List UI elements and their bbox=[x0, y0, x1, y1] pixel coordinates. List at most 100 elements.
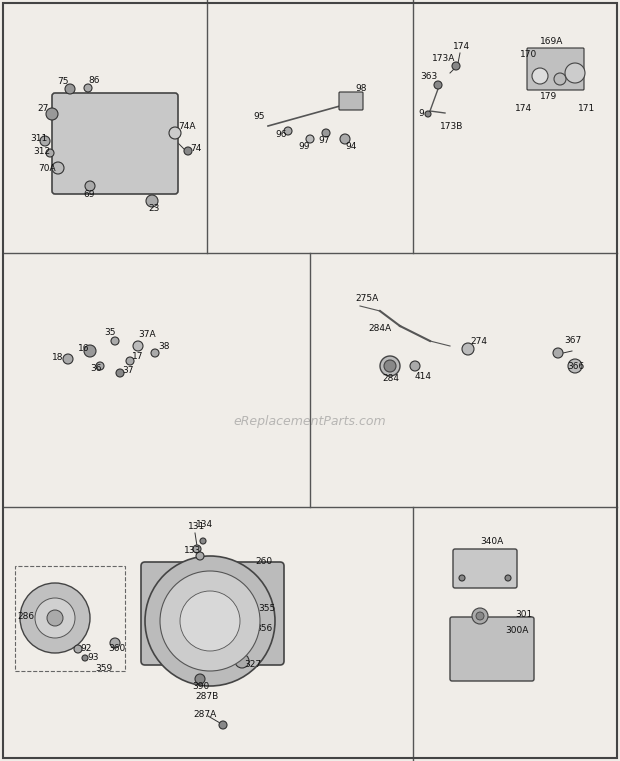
Text: 275A: 275A bbox=[355, 294, 378, 303]
Text: 311: 311 bbox=[30, 134, 47, 143]
Circle shape bbox=[380, 356, 400, 376]
Text: 286: 286 bbox=[17, 612, 34, 621]
Text: 179: 179 bbox=[540, 92, 557, 101]
Bar bbox=[15, 566, 125, 671]
Text: 287B: 287B bbox=[195, 692, 218, 701]
Text: 95: 95 bbox=[253, 112, 265, 121]
Text: 355: 355 bbox=[258, 604, 275, 613]
Text: 360: 360 bbox=[108, 644, 125, 653]
Text: 86: 86 bbox=[88, 76, 99, 85]
Circle shape bbox=[145, 556, 275, 686]
Circle shape bbox=[553, 348, 563, 358]
Circle shape bbox=[160, 571, 260, 671]
FancyBboxPatch shape bbox=[52, 93, 178, 194]
Circle shape bbox=[195, 674, 205, 684]
Text: 174: 174 bbox=[515, 104, 532, 113]
Text: 37: 37 bbox=[122, 366, 133, 375]
Circle shape bbox=[476, 612, 484, 620]
Circle shape bbox=[565, 63, 585, 83]
Circle shape bbox=[459, 575, 465, 581]
Text: 327: 327 bbox=[244, 660, 261, 669]
Text: 98: 98 bbox=[355, 84, 366, 93]
Circle shape bbox=[146, 195, 158, 207]
Circle shape bbox=[180, 591, 240, 651]
Circle shape bbox=[40, 136, 50, 146]
Circle shape bbox=[462, 343, 474, 355]
Circle shape bbox=[248, 625, 256, 633]
Circle shape bbox=[452, 62, 460, 70]
Text: 134: 134 bbox=[196, 520, 213, 529]
Text: 173A: 173A bbox=[432, 54, 455, 63]
Circle shape bbox=[111, 337, 119, 345]
Text: 367: 367 bbox=[564, 336, 582, 345]
Text: 169A: 169A bbox=[540, 37, 564, 46]
Text: 17: 17 bbox=[132, 352, 143, 361]
Circle shape bbox=[63, 354, 73, 364]
Text: 131: 131 bbox=[188, 522, 205, 531]
Circle shape bbox=[169, 127, 181, 139]
Circle shape bbox=[82, 655, 88, 661]
Circle shape bbox=[84, 84, 92, 92]
Text: 340A: 340A bbox=[480, 537, 503, 546]
Text: 74: 74 bbox=[190, 144, 202, 153]
Text: 37A: 37A bbox=[138, 330, 156, 339]
Circle shape bbox=[410, 361, 420, 371]
Circle shape bbox=[133, 341, 143, 351]
Circle shape bbox=[193, 545, 201, 553]
Circle shape bbox=[235, 654, 249, 668]
Circle shape bbox=[219, 721, 227, 729]
Circle shape bbox=[306, 135, 314, 143]
Circle shape bbox=[184, 147, 192, 155]
FancyBboxPatch shape bbox=[141, 562, 284, 665]
Circle shape bbox=[20, 583, 90, 653]
Circle shape bbox=[65, 84, 75, 94]
Text: 274: 274 bbox=[470, 337, 487, 346]
FancyBboxPatch shape bbox=[453, 549, 517, 588]
FancyBboxPatch shape bbox=[339, 92, 363, 110]
Circle shape bbox=[200, 538, 206, 544]
Text: 366: 366 bbox=[567, 362, 584, 371]
Text: 9: 9 bbox=[418, 109, 423, 118]
Circle shape bbox=[85, 181, 95, 191]
Text: 75: 75 bbox=[57, 77, 68, 86]
Text: 414: 414 bbox=[415, 372, 432, 381]
Text: 173B: 173B bbox=[440, 122, 463, 131]
Text: 35: 35 bbox=[104, 328, 115, 337]
Circle shape bbox=[472, 608, 488, 624]
Circle shape bbox=[46, 108, 58, 120]
Text: 312: 312 bbox=[33, 147, 50, 156]
Circle shape bbox=[151, 349, 159, 357]
Circle shape bbox=[84, 345, 96, 357]
Text: 356: 356 bbox=[255, 624, 272, 633]
Text: 18: 18 bbox=[52, 353, 63, 362]
Text: 133: 133 bbox=[184, 546, 202, 555]
Text: 92: 92 bbox=[80, 644, 91, 653]
Circle shape bbox=[196, 552, 204, 560]
Text: 170: 170 bbox=[520, 50, 538, 59]
Text: eReplacementParts.com: eReplacementParts.com bbox=[234, 415, 386, 428]
Text: 301: 301 bbox=[515, 610, 532, 619]
Circle shape bbox=[322, 129, 330, 137]
Text: 97: 97 bbox=[318, 136, 329, 145]
Text: 260: 260 bbox=[255, 557, 272, 566]
Text: 300A: 300A bbox=[505, 626, 528, 635]
Text: 99: 99 bbox=[298, 142, 309, 151]
Text: 36: 36 bbox=[90, 364, 102, 373]
Text: 390: 390 bbox=[192, 682, 210, 691]
Circle shape bbox=[96, 362, 104, 370]
Circle shape bbox=[116, 369, 124, 377]
Text: 94: 94 bbox=[345, 142, 356, 151]
Text: 70A: 70A bbox=[38, 164, 56, 173]
Text: 93: 93 bbox=[87, 653, 99, 662]
Text: 363: 363 bbox=[420, 72, 437, 81]
Text: 96: 96 bbox=[275, 130, 286, 139]
Circle shape bbox=[110, 638, 120, 648]
Circle shape bbox=[532, 68, 548, 84]
FancyBboxPatch shape bbox=[527, 48, 584, 90]
Text: 359: 359 bbox=[95, 664, 112, 673]
Circle shape bbox=[568, 359, 582, 373]
Text: 74A: 74A bbox=[178, 122, 195, 131]
Circle shape bbox=[340, 134, 350, 144]
Text: 284A: 284A bbox=[368, 324, 391, 333]
Text: 38: 38 bbox=[158, 342, 169, 351]
